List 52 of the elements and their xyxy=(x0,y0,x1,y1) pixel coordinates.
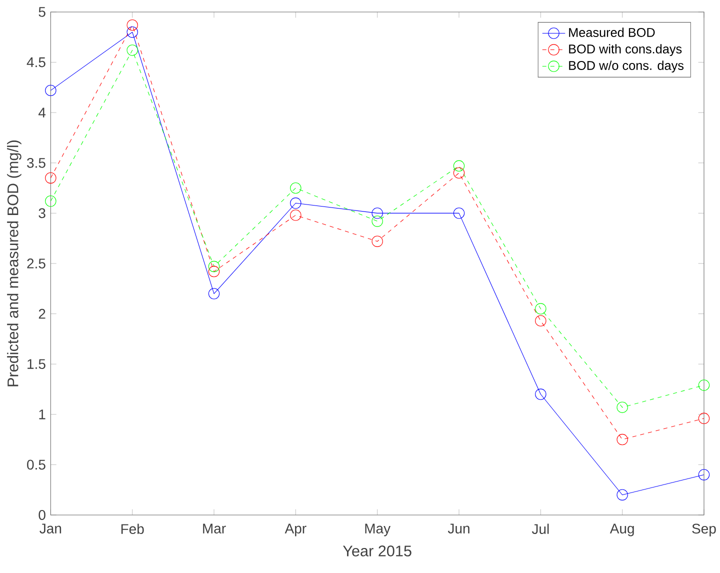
x-tick-label: Apr xyxy=(284,524,306,536)
x-tick-label: Aug xyxy=(610,524,634,536)
y-tick-label: 3.5 xyxy=(27,158,46,168)
point xyxy=(45,196,56,207)
x-tick-label: Jan xyxy=(40,524,62,534)
y-axis-title: Predicted and measured BOD (mg/l) xyxy=(7,140,22,386)
x-tick-label: Jun xyxy=(448,524,470,534)
y-tick-label: 3 xyxy=(38,208,46,218)
y-tick-label: 1 xyxy=(39,410,46,420)
point xyxy=(126,19,138,31)
point xyxy=(290,182,302,194)
y-tick-label: 1.5 xyxy=(28,359,46,369)
point xyxy=(45,84,56,96)
x-axis-title: Year 2015 xyxy=(342,546,412,556)
point xyxy=(453,167,465,179)
point xyxy=(290,198,302,209)
point xyxy=(126,26,138,38)
point xyxy=(372,236,383,247)
point xyxy=(45,172,56,184)
point xyxy=(290,210,302,221)
point xyxy=(616,489,628,500)
y-tick-label: 0.5 xyxy=(27,460,46,470)
y-tick-label: 2 xyxy=(38,308,46,319)
legend-label: BOD w/o cons. days xyxy=(569,60,684,72)
point xyxy=(698,469,710,480)
y-tick-label: 2.5 xyxy=(27,258,46,268)
y-tick-label: 4 xyxy=(38,108,46,118)
point xyxy=(208,288,220,300)
y-tick-label: 4.5 xyxy=(26,57,46,68)
legend-label: Measured BOD xyxy=(569,28,655,37)
legend-label: BOD with cons.days xyxy=(569,44,682,56)
y-tick-label: 0 xyxy=(38,510,46,520)
y-tick-label: 5 xyxy=(38,7,46,17)
point xyxy=(616,402,628,413)
x-tick-label: Sep xyxy=(692,524,716,536)
point xyxy=(616,434,628,446)
point xyxy=(698,380,710,391)
point xyxy=(535,303,546,314)
x-tick-label: Jul xyxy=(532,524,549,534)
point xyxy=(372,208,383,219)
x-tick-label: May xyxy=(365,524,391,536)
point xyxy=(698,412,710,424)
point xyxy=(372,216,383,227)
point xyxy=(208,266,220,278)
point xyxy=(453,208,465,219)
x-tick-label: Feb xyxy=(121,524,144,534)
point xyxy=(453,160,465,172)
point xyxy=(535,388,546,400)
point xyxy=(126,44,138,56)
point xyxy=(208,260,220,272)
x-tick-label: Mar xyxy=(203,524,226,534)
point xyxy=(535,315,546,326)
